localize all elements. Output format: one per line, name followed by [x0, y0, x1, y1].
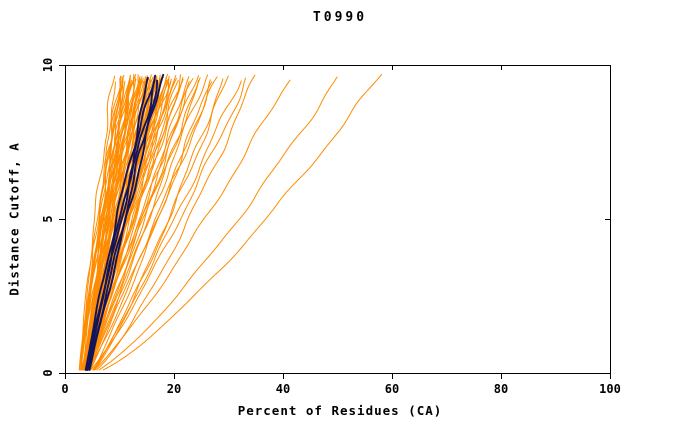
model-curve: [94, 79, 291, 371]
model-curve: [90, 77, 246, 371]
y-tick-label: 5: [41, 215, 55, 222]
model-curve: [96, 74, 256, 371]
model-curve: [98, 76, 338, 371]
model-curve: [80, 74, 137, 371]
model-curve: [80, 80, 145, 371]
x-tick-label: 80: [494, 382, 508, 396]
curves-layer: [78, 73, 383, 371]
chart-title: T0990: [312, 10, 368, 25]
model-curve: [88, 77, 201, 371]
model-curve: [78, 77, 121, 371]
model-curve: [87, 79, 211, 371]
model-curve: [85, 78, 194, 371]
model-curve: [93, 80, 242, 371]
x-tick-label: 20: [167, 382, 181, 396]
model-curve: [84, 76, 149, 371]
x-tick-label: 0: [61, 382, 68, 396]
model-curve: [102, 73, 383, 371]
axes-frame: [59, 65, 611, 379]
x-tick-label: 40: [276, 382, 290, 396]
x-tick-label: 100: [599, 382, 621, 396]
model-curve: [87, 76, 190, 371]
model-curve: [90, 76, 218, 371]
model-curve: [85, 78, 156, 371]
model-curve: [80, 75, 116, 371]
model-curve: [86, 74, 157, 371]
y-tick-label: 10: [41, 58, 55, 72]
y-tick-label: 0: [41, 369, 55, 376]
x-axis-label: Percent of Residues (CA): [237, 403, 443, 418]
model-curve: [93, 81, 213, 371]
model-curve: [92, 75, 229, 371]
plot-border: [65, 65, 611, 374]
x-tick-label: 60: [385, 382, 399, 396]
model-curve: [89, 74, 209, 371]
model-curve: [78, 76, 141, 371]
model-curve: [88, 73, 165, 371]
